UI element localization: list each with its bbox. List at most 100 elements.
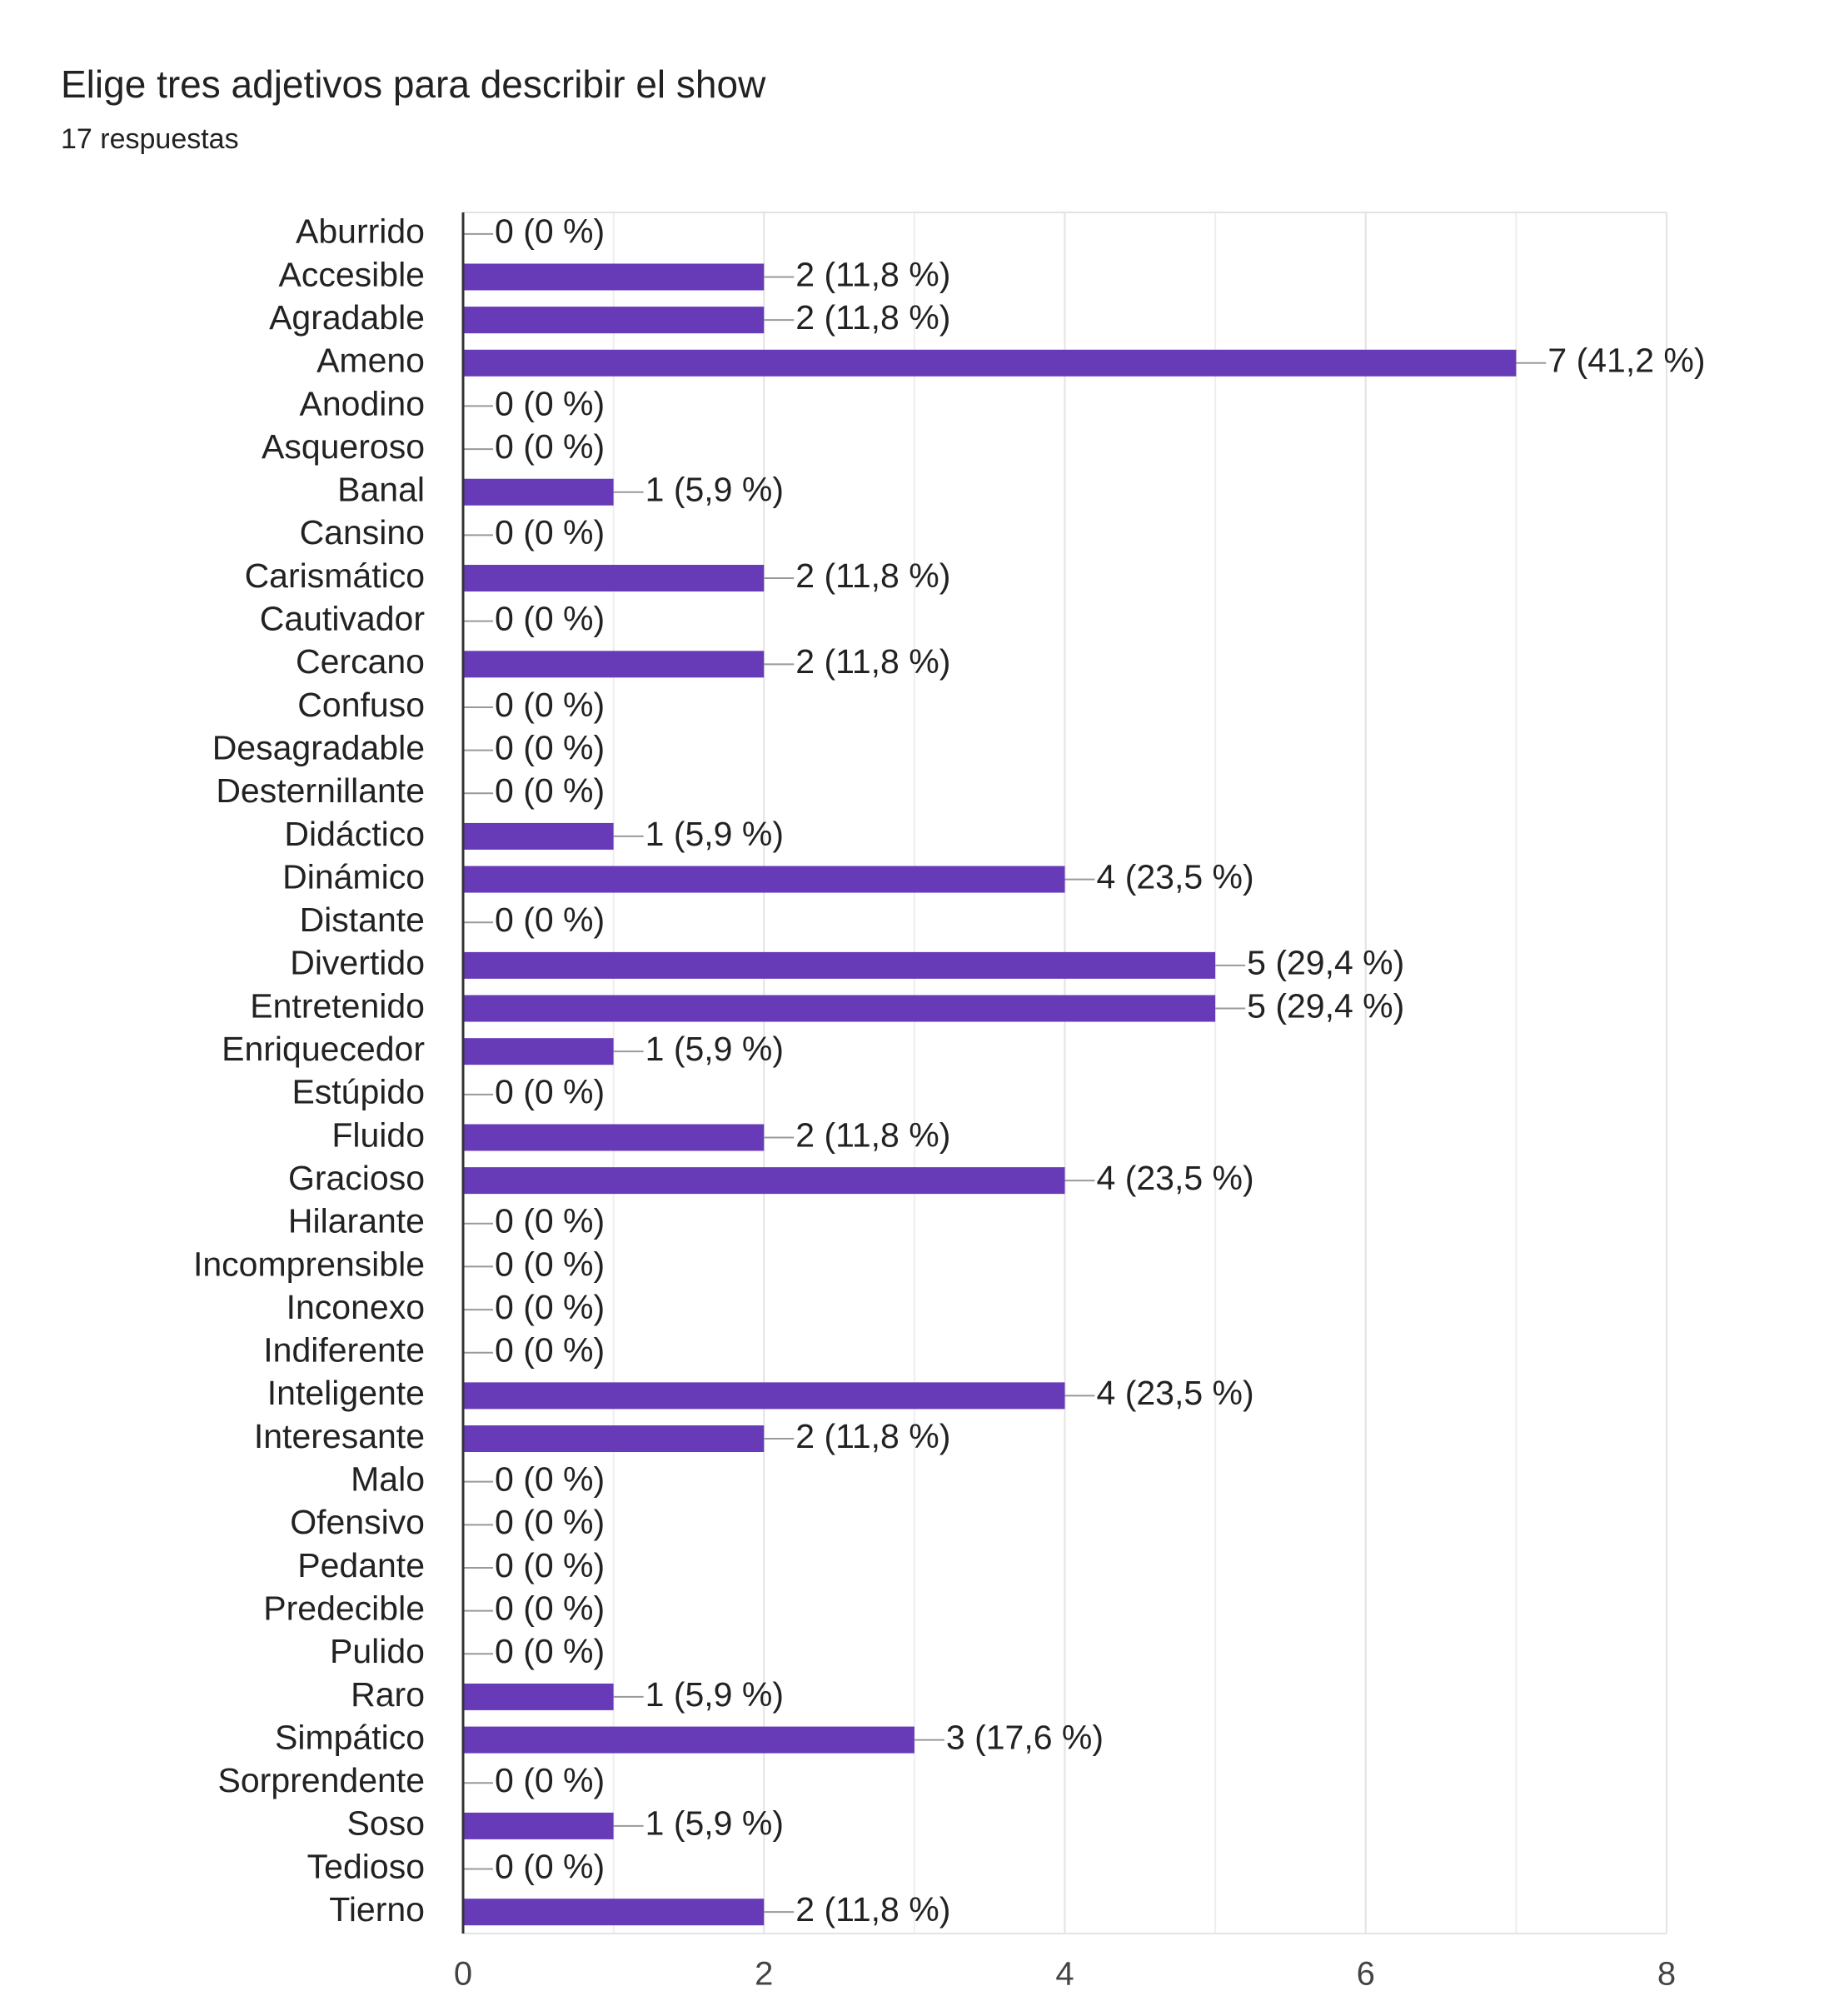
- y-tick-label: Malo: [351, 1460, 425, 1499]
- x-tick-label: 4: [1055, 1956, 1074, 1993]
- y-tick-label: Interesante: [254, 1417, 425, 1455]
- bar: [463, 1038, 614, 1065]
- y-tick-label: Pedante: [297, 1546, 425, 1584]
- y-tick-label: Tedioso: [307, 1847, 425, 1885]
- bar: [463, 822, 614, 850]
- y-tick-label: Ofensivo: [290, 1503, 425, 1541]
- y-tick-label: Cercano: [296, 642, 425, 681]
- value-label: 0 (0 %): [495, 513, 605, 551]
- value-label: 0 (0 %): [495, 1847, 605, 1885]
- y-tick-label: Pulido: [330, 1632, 425, 1670]
- value-label: 5 (29,4 %): [1247, 944, 1404, 982]
- value-label: 0 (0 %): [495, 1073, 605, 1111]
- value-label: 0 (0 %): [495, 1460, 605, 1499]
- value-label: 0 (0 %): [495, 771, 605, 810]
- value-label: 0 (0 %): [495, 1761, 605, 1799]
- bar: [463, 349, 1517, 377]
- value-label: 0 (0 %): [495, 1288, 605, 1326]
- value-label: 0 (0 %): [495, 686, 605, 724]
- value-label: 0 (0 %): [495, 1331, 605, 1370]
- value-label: 1 (5,9 %): [645, 1675, 784, 1714]
- value-label: 1 (5,9 %): [645, 1804, 784, 1843]
- value-label: 2 (11,8 %): [795, 1115, 950, 1154]
- value-label: 0 (0 %): [495, 384, 605, 422]
- value-label: 0 (0 %): [495, 901, 605, 939]
- y-tick-label: Banal: [337, 471, 425, 509]
- value-label: 0 (0 %): [495, 1546, 605, 1584]
- value-label: 3 (17,6 %): [946, 1718, 1104, 1756]
- y-tick-label: Desternillante: [216, 771, 425, 810]
- y-tick-label: Indiferente: [263, 1331, 425, 1370]
- y-tick-label: Divertido: [290, 944, 425, 982]
- y-tick-label: Hilarante: [288, 1202, 425, 1240]
- x-tick-label: 0: [454, 1956, 472, 1993]
- y-tick-label: Asqueroso: [262, 427, 425, 466]
- chart-title: Elige tres adjetivos para describir el s…: [61, 62, 766, 106]
- value-label: 1 (5,9 %): [645, 471, 784, 509]
- x-tick-label: 6: [1357, 1956, 1375, 1993]
- y-tick-label: Distante: [300, 901, 425, 939]
- y-tick-label: Inteligente: [267, 1374, 425, 1412]
- y-tick-label: Carismático: [245, 556, 425, 595]
- value-label: 4 (23,5 %): [1097, 857, 1254, 896]
- x-tick-label: 2: [755, 1956, 773, 1993]
- value-label: 2 (11,8 %): [795, 255, 950, 293]
- value-label: 0 (0 %): [495, 1202, 605, 1240]
- y-tick-label: Incomprensible: [193, 1245, 425, 1283]
- y-tick-label: Predecible: [263, 1589, 425, 1627]
- y-tick-label: Raro: [351, 1675, 425, 1714]
- y-tick-label: Didáctico: [284, 815, 425, 853]
- bar: [463, 1899, 765, 1926]
- bar: [463, 1683, 614, 1710]
- y-tick-label: Inconexo: [287, 1288, 425, 1326]
- value-label: 2 (11,8 %): [795, 1417, 950, 1455]
- value-label: 0 (0 %): [495, 1589, 605, 1627]
- bar: [463, 1382, 1065, 1410]
- bar: [463, 951, 1216, 979]
- y-tick-label: Fluido: [331, 1115, 425, 1154]
- bar: [463, 1425, 765, 1453]
- y-tick-label: Tierno: [329, 1890, 425, 1929]
- value-label: 5 (29,4 %): [1247, 986, 1404, 1025]
- bar: [463, 1124, 765, 1151]
- value-label: 2 (11,8 %): [795, 556, 950, 595]
- x-tick-label: 8: [1657, 1956, 1676, 1993]
- y-tick-label: Simpático: [275, 1718, 425, 1756]
- bar: [463, 1726, 915, 1754]
- y-tick-label: Aburrido: [296, 212, 425, 251]
- value-label: 0 (0 %): [495, 600, 605, 638]
- y-tick-label: Ameno: [316, 342, 425, 380]
- y-tick-label: Estúpido: [292, 1073, 425, 1111]
- value-label: 1 (5,9 %): [645, 815, 784, 853]
- value-label: 7 (41,2 %): [1547, 342, 1705, 380]
- bar: [463, 1812, 614, 1839]
- value-label: 0 (0 %): [495, 1632, 605, 1670]
- value-label: 2 (11,8 %): [795, 1890, 950, 1929]
- value-label: 4 (23,5 %): [1097, 1374, 1254, 1412]
- bar: [463, 307, 765, 334]
- bar: [463, 478, 614, 506]
- value-label: 0 (0 %): [495, 427, 605, 466]
- bar: [463, 565, 765, 592]
- bar: [463, 263, 765, 291]
- bar: [463, 995, 1216, 1022]
- chart-subtitle: 17 respuestas: [61, 123, 239, 155]
- value-label: 4 (23,5 %): [1097, 1159, 1254, 1197]
- bar: [463, 866, 1065, 893]
- value-label: 0 (0 %): [495, 1503, 605, 1541]
- y-tick-label: Desagradable: [212, 728, 425, 766]
- y-tick-label: Sorprendente: [218, 1761, 425, 1799]
- y-tick-label: Entretenido: [250, 986, 425, 1025]
- y-tick-label: Cansino: [300, 513, 425, 551]
- y-tick-label: Anodino: [300, 384, 425, 422]
- value-label: 0 (0 %): [495, 212, 605, 251]
- y-tick-label: Cautivador: [260, 600, 425, 638]
- y-tick-label: Dinámico: [282, 857, 425, 896]
- bar: [463, 1167, 1065, 1195]
- value-label: 1 (5,9 %): [645, 1030, 784, 1068]
- y-tick-label: Agradable: [269, 298, 425, 337]
- value-label: 0 (0 %): [495, 728, 605, 766]
- y-tick-label: Enriquecedor: [222, 1030, 425, 1068]
